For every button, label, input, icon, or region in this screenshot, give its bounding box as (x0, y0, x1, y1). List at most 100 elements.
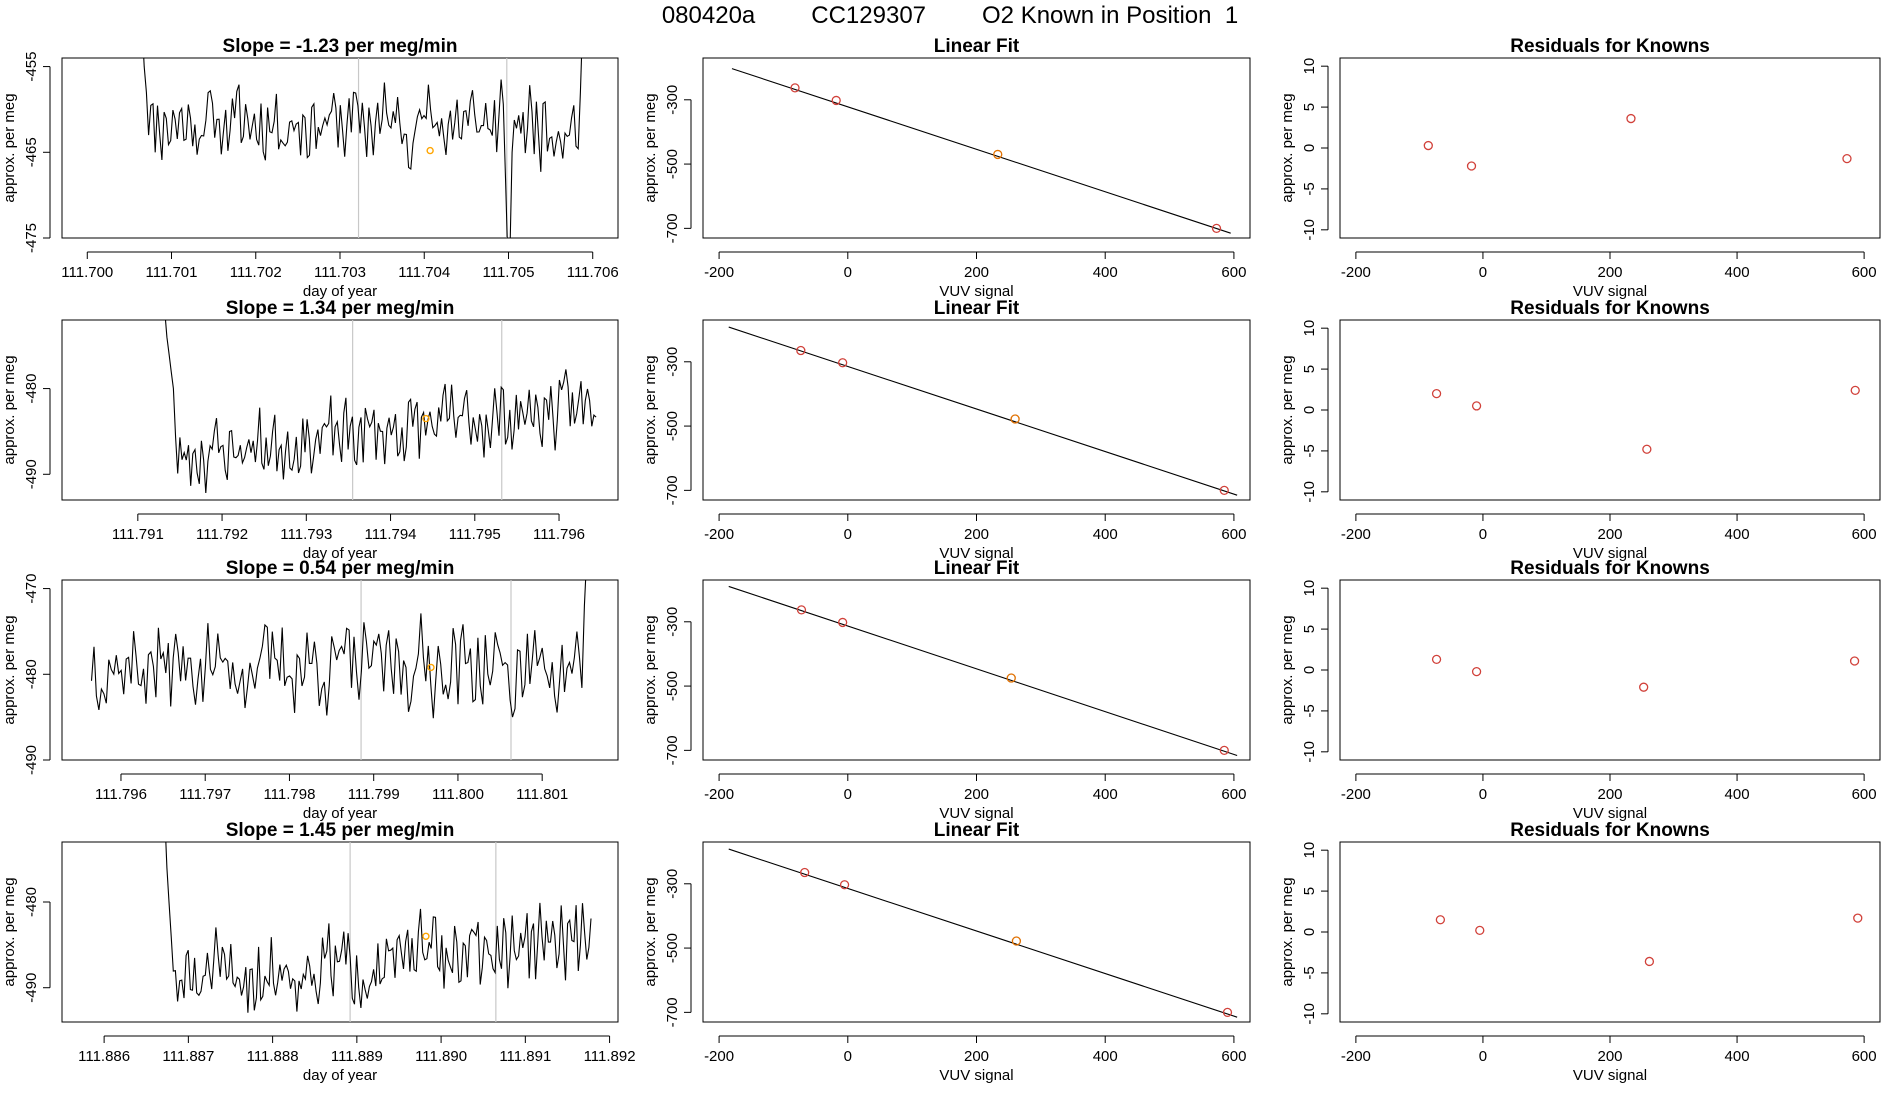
y-tick-label: -455 (23, 52, 40, 82)
x-tick-label: 111.796 (533, 526, 585, 543)
chart-title: Slope = 1.34 per meg/min (226, 298, 455, 319)
x-axis-label: VUV signal (1573, 1067, 1647, 1084)
y-tick-label: -5 (1301, 704, 1318, 717)
run-id: 080420a (661, 2, 756, 29)
data-point (1639, 682, 1649, 692)
chart-title: Residuals for Knowns (1510, 558, 1710, 579)
plot-frame (61, 57, 619, 239)
x-tick-label: 400 (1093, 526, 1118, 543)
x-tick-label: 400 (1725, 264, 1750, 281)
x-axis-label: day of year (303, 283, 377, 300)
x-axis-label: VUV signal (1573, 545, 1647, 562)
plot-frame (1339, 579, 1881, 761)
data-point (1849, 656, 1860, 666)
chart-title: Residuals for Knowns (1510, 820, 1710, 841)
x-tick-label: 600 (1221, 264, 1246, 281)
y-tick-label: -500 (664, 411, 681, 441)
plot-area (1423, 113, 1852, 171)
plot-area (728, 326, 1238, 496)
data-point (1219, 745, 1229, 756)
plot-frame (61, 841, 619, 1023)
x-tick-label: 111.892 (584, 1048, 636, 1065)
x-tick-label: 111.791 (112, 526, 164, 543)
orange-marker-point (422, 932, 430, 940)
chart-panel-4-1: Slope = 1.45 per meg/min 111.886 111.887 11… (1, 820, 636, 1084)
y-tick-label: 10 (1301, 580, 1318, 597)
data-point (1431, 654, 1442, 665)
y-axis-label: approx. per meg (1, 93, 18, 202)
chart-panel-1-1: Slope = -1.23 per meg/min 111.700 111.701 1… (1, 36, 619, 300)
x-tick-label: 111.888 (247, 1048, 299, 1065)
y-axis-label: approx. per meg (1, 355, 18, 464)
y-tick-label: 10 (1301, 58, 1318, 75)
x-tick-label: 0 (844, 526, 852, 543)
y-tick-label: -10 (1301, 741, 1318, 763)
y-tick-label: -10 (1301, 481, 1318, 503)
y-tick-label: -500 (664, 149, 681, 179)
data-point (1471, 666, 1482, 677)
y-tick-label: 0 (1301, 406, 1318, 414)
y-tick-label: -300 (664, 85, 681, 115)
y-tick-label: -470 (23, 574, 40, 604)
chart-title: Linear Fit (934, 36, 1020, 57)
y-tick-label: -10 (1301, 219, 1318, 241)
data-point (1011, 936, 1022, 946)
orange-marker-point (422, 414, 430, 423)
x-tick-label: 200 (964, 264, 989, 281)
plot-frame (1339, 841, 1881, 1023)
plot-area (1431, 385, 1860, 454)
x-tick-label: 0 (1479, 1048, 1487, 1065)
y-axis-label: approx. per meg (642, 615, 659, 724)
y-axis-label: approx. per meg (642, 93, 659, 202)
plot-area (728, 848, 1238, 1018)
y-axis-label: approx. per meg (1279, 93, 1296, 202)
x-tick-label: 111.800 (432, 786, 484, 803)
y-tick-label: -490 (23, 745, 40, 775)
y-axis-label: approx. per meg (1279, 615, 1296, 724)
plot-frame (702, 841, 1251, 1023)
data-series-line (90, 580, 587, 719)
data-point (993, 149, 1003, 160)
y-tick-label: 0 (1301, 144, 1318, 152)
chart-title: Slope = 0.54 per meg/min (226, 558, 455, 579)
x-tick-label: 400 (1725, 786, 1750, 803)
plot-area (165, 842, 592, 1022)
x-tick-label: 0 (844, 786, 852, 803)
data-point (837, 358, 848, 368)
orange-marker-point (426, 146, 434, 155)
x-tick-label: 111.700 (61, 264, 113, 281)
chart-title: Linear Fit (934, 820, 1020, 841)
y-tick-label: -300 (664, 347, 681, 377)
data-point (796, 605, 807, 615)
y-tick-label: -5 (1301, 182, 1318, 195)
data-point (1435, 915, 1446, 925)
y-tick-label: -475 (23, 223, 40, 253)
chart-title: Linear Fit (934, 298, 1020, 319)
chart-panel-3-1: Slope = 0.54 per meg/min 111.796 111.797 11… (1, 558, 619, 822)
data-point (1853, 913, 1863, 923)
x-tick-label: 111.799 (348, 786, 400, 803)
x-axis-label: day of year (303, 545, 377, 562)
x-tick-label: 111.706 (567, 264, 619, 281)
data-point (1644, 956, 1655, 967)
y-axis-label: approx. per meg (1, 615, 18, 724)
y-axis-label: approx. per meg (642, 355, 659, 464)
x-tick-label: 111.795 (449, 526, 501, 543)
plot-area (1435, 913, 1863, 967)
x-tick-label: 111.891 (499, 1048, 551, 1065)
x-tick-label: -200 (1341, 264, 1371, 281)
plot-frame (702, 319, 1251, 501)
x-tick-label: 400 (1093, 1048, 1118, 1065)
x-axis-label: VUV signal (939, 545, 1013, 562)
page-title: 080420a CC129307 O2 Known in Position 1 (0, 2, 1900, 30)
x-tick-label: 600 (1221, 526, 1246, 543)
data-point (1010, 414, 1020, 424)
x-axis-label: VUV signal (939, 1067, 1013, 1084)
x-axis-label: day of year (303, 1067, 377, 1084)
x-tick-label: 200 (964, 1048, 989, 1065)
chart-title: Slope = -1.23 per meg/min (223, 36, 458, 57)
y-tick-label: -500 (664, 933, 681, 963)
y-tick-label: -10 (1301, 1003, 1318, 1025)
data-point (1006, 673, 1016, 683)
